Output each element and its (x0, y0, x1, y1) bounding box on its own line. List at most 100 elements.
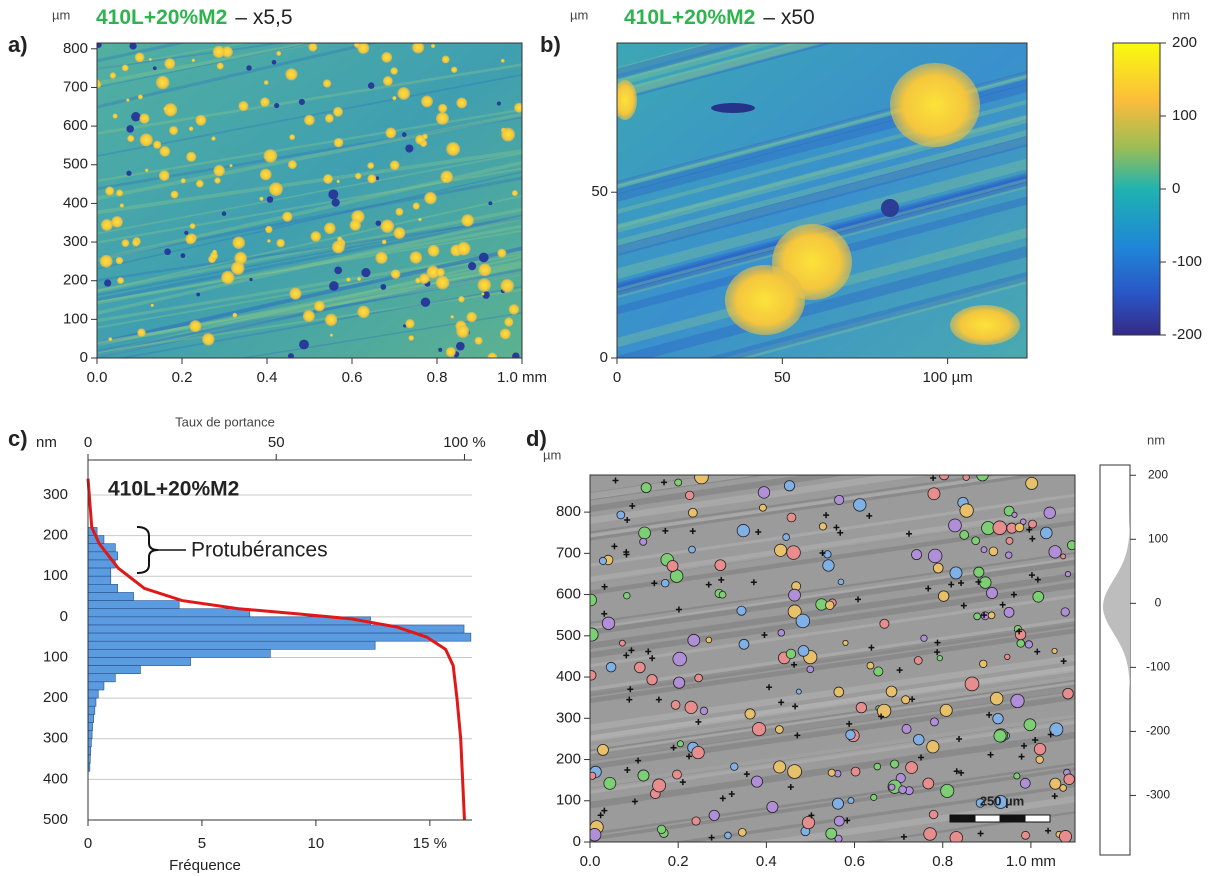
particle (736, 605, 747, 616)
pit (287, 353, 294, 358)
map-bg (97, 43, 522, 358)
pit (126, 125, 134, 133)
particle (435, 111, 449, 125)
marker (686, 753, 693, 760)
particle (155, 75, 170, 90)
particle (458, 296, 465, 303)
particle (405, 318, 415, 329)
particle (424, 191, 437, 205)
pit (478, 252, 489, 263)
particle (212, 45, 225, 59)
particle (500, 58, 505, 63)
particle (393, 227, 406, 239)
particle (1016, 639, 1026, 648)
particle (825, 600, 835, 610)
streak (861, 811, 1075, 842)
particle (940, 783, 955, 798)
particle (705, 636, 713, 644)
particle (389, 160, 400, 171)
panel-label: a) (8, 32, 28, 57)
particle (159, 145, 171, 157)
marker (661, 479, 668, 486)
streak (617, 136, 1027, 256)
particle (672, 651, 687, 667)
marker (837, 529, 844, 536)
pit (496, 101, 501, 106)
particle (487, 352, 498, 358)
streak (590, 475, 759, 500)
particle (477, 278, 492, 292)
marker (750, 579, 757, 586)
colorbar-tick-label: -200 (1172, 326, 1202, 343)
streak (590, 475, 848, 513)
marker (1028, 572, 1035, 579)
marker (981, 612, 988, 619)
particle (353, 43, 361, 48)
particle (920, 634, 928, 642)
particle (1049, 722, 1064, 737)
particle (666, 560, 679, 572)
particle (985, 586, 998, 599)
particle (656, 824, 667, 834)
particle (385, 127, 397, 139)
particle (497, 248, 507, 258)
hist-bar (87, 689, 99, 699)
marker (728, 791, 735, 798)
unit-label: µm (543, 447, 561, 462)
marker (1016, 628, 1023, 635)
marker (958, 769, 965, 776)
particle (823, 550, 832, 559)
y-tick-label: 200 (43, 689, 68, 706)
particle (426, 265, 440, 279)
streak (590, 654, 1075, 731)
streak (590, 475, 930, 524)
particle (186, 151, 197, 162)
particle (408, 335, 415, 341)
streak (617, 43, 779, 87)
particle (898, 785, 907, 794)
particle (598, 556, 607, 565)
pit (152, 66, 157, 71)
x2-tick-label: 0 (84, 434, 92, 451)
hist-bar (87, 681, 105, 691)
pit (328, 189, 339, 200)
particle (795, 613, 811, 629)
y-tick-label: 0 (573, 833, 581, 850)
pit (131, 112, 141, 122)
particle (927, 487, 941, 501)
particle (380, 219, 395, 233)
particle (285, 68, 298, 81)
particle (866, 661, 875, 670)
side-tick-label: -300 (1146, 788, 1170, 802)
streak (590, 694, 1075, 770)
particle (466, 311, 477, 323)
particle (214, 177, 221, 184)
particle (390, 67, 398, 75)
marker (930, 475, 937, 482)
side-tick-label: -200 (1146, 724, 1170, 738)
marker (708, 834, 715, 841)
particle (381, 239, 387, 245)
particle (367, 162, 375, 170)
particle (346, 277, 351, 282)
particle (329, 333, 333, 337)
y-tick-label: 700 (556, 544, 581, 561)
particle (691, 745, 705, 760)
particle (964, 676, 980, 692)
particle (949, 831, 963, 842)
marker (1029, 535, 1036, 542)
particle (980, 546, 988, 554)
x-tick-label: 0.8 (932, 853, 953, 870)
particle (132, 239, 140, 247)
streak (617, 136, 1027, 254)
pit (438, 347, 443, 352)
particle (158, 170, 170, 181)
y-tick-label: 800 (63, 40, 88, 57)
hist-bar (87, 673, 116, 683)
marker (695, 718, 702, 725)
marker (896, 667, 903, 674)
particle (212, 249, 218, 255)
x-tick-label: 0 (613, 369, 621, 386)
particle (1060, 607, 1070, 617)
